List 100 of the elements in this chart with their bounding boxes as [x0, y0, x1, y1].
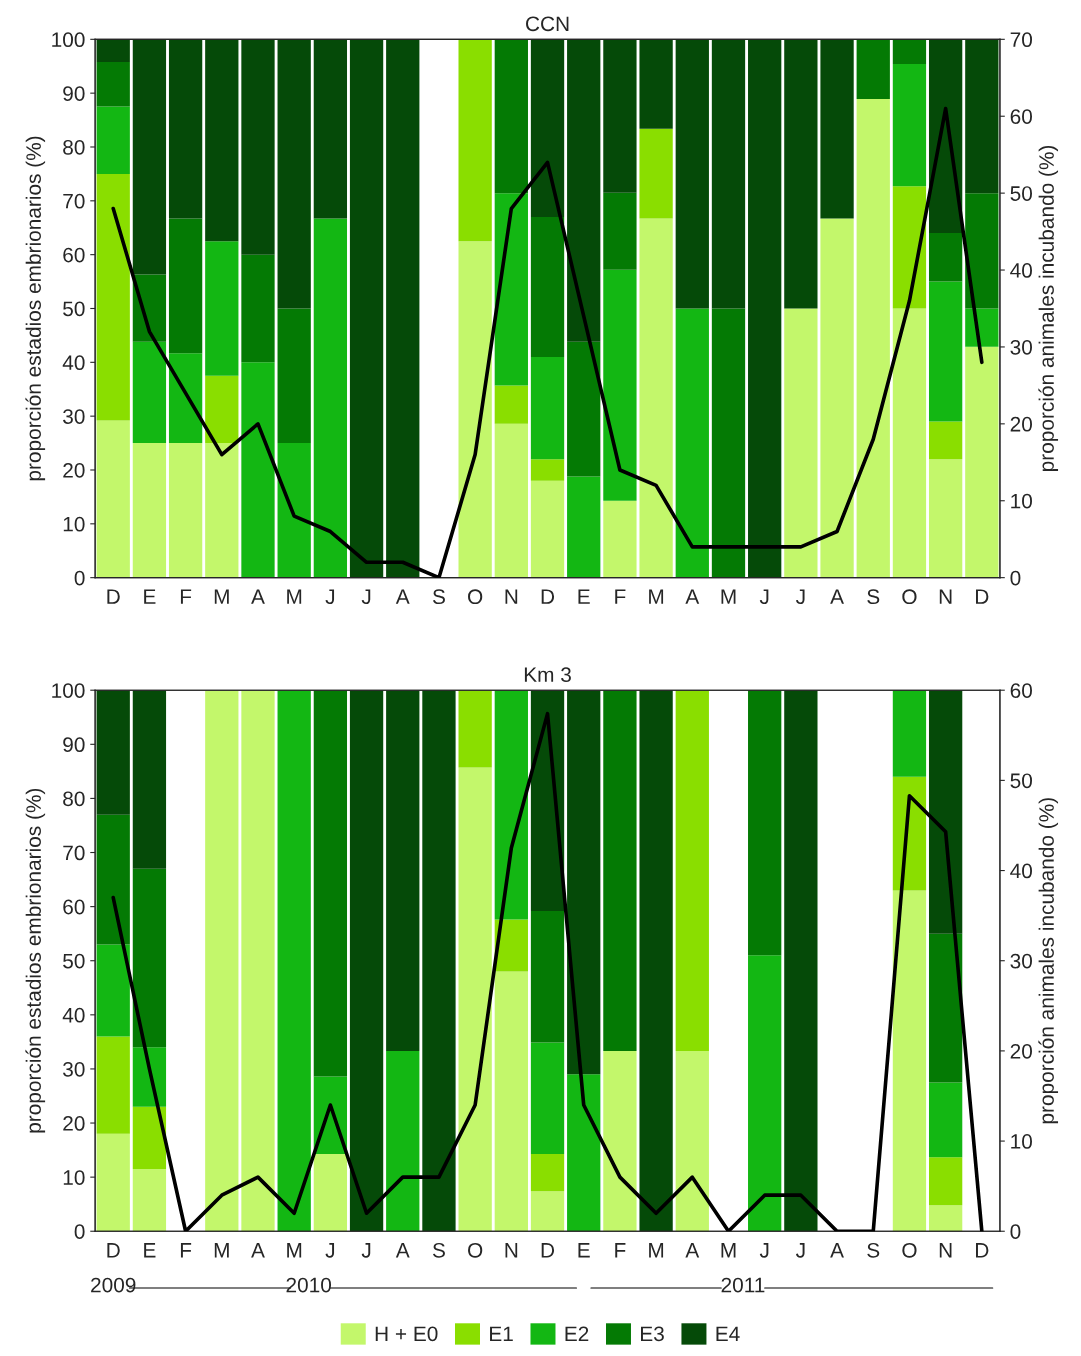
x-tick-label: M	[214, 589, 229, 604]
bar	[928, 1205, 963, 1232]
bar	[277, 308, 311, 444]
y2-tick-label: 40	[1010, 863, 1033, 879]
bar	[277, 690, 311, 1232]
bar	[603, 39, 637, 193]
x-tick-label: N	[505, 1243, 518, 1258]
bar	[603, 690, 637, 1052]
x-tick-label: J	[795, 1243, 805, 1258]
bar	[168, 353, 203, 444]
bar	[494, 971, 528, 1232]
bar	[928, 233, 963, 282]
x-tick-label: S	[867, 1242, 880, 1258]
bar	[928, 281, 963, 422]
bar	[567, 1074, 601, 1232]
y2-tick-label: 30	[1010, 339, 1033, 355]
bar	[313, 218, 348, 578]
x-tick-label: M	[721, 1243, 736, 1258]
y2-axis-title: proporción animales incubando (%)	[1038, 798, 1059, 1124]
bar	[530, 39, 565, 217]
bar	[928, 933, 963, 1083]
x-tick-label: J	[361, 1243, 371, 1258]
bar	[494, 919, 528, 972]
bar	[349, 690, 384, 1232]
y-tick-label: 10	[63, 1170, 85, 1185]
x-tick-label: F	[615, 589, 626, 604]
line-series	[111, 711, 984, 1232]
y2-tick-label: 40	[1010, 263, 1033, 278]
bar	[458, 39, 492, 242]
x-tick-label: D	[541, 589, 555, 604]
y-tick-label: 90	[63, 737, 85, 753]
bar	[241, 690, 275, 1232]
bar	[928, 1082, 963, 1158]
bar	[892, 186, 927, 309]
y2-tick-label: 10	[1011, 493, 1033, 509]
bar	[530, 356, 565, 460]
bar	[168, 39, 203, 219]
bar	[96, 106, 130, 174]
bar	[205, 241, 239, 376]
bar	[458, 241, 492, 578]
bar	[96, 420, 130, 578]
x-tick-label: A	[251, 1243, 265, 1258]
x-tick-label: F	[615, 1243, 626, 1258]
legend-label: E4	[716, 1326, 740, 1341]
bar	[313, 690, 348, 1077]
x-tick-label: N	[939, 1243, 952, 1258]
bar	[96, 39, 130, 62]
x-tick-label: A	[395, 1243, 410, 1258]
bar	[422, 690, 456, 1232]
bar	[241, 254, 275, 363]
x-tick-label: M	[649, 589, 664, 604]
bar	[205, 39, 239, 242]
bar	[530, 480, 565, 578]
x-tick-label: E	[144, 589, 156, 604]
y-tick-label: 40	[62, 1007, 85, 1023]
bar	[386, 690, 420, 1052]
y-tick-label: 70	[63, 193, 85, 209]
x-tick-label: J	[759, 1243, 769, 1258]
bar	[856, 39, 890, 100]
y-tick-label: 0	[74, 570, 85, 586]
chart-title: CCN	[526, 16, 569, 32]
y-tick-label: 30	[63, 1061, 85, 1077]
x-tick-label: E	[578, 589, 590, 604]
x-tick-label: J	[361, 589, 371, 605]
y-tick-label: 50	[63, 953, 85, 969]
x-tick-label: F	[180, 1243, 192, 1258]
bar	[711, 39, 746, 309]
bar	[241, 362, 275, 578]
bar	[603, 269, 637, 501]
bar	[567, 39, 601, 342]
bar	[784, 308, 818, 578]
bar	[205, 443, 239, 578]
y-tick-label: 80	[63, 791, 85, 807]
bar	[530, 910, 565, 1043]
bar	[96, 690, 130, 815]
y-tick-label: 80	[63, 139, 85, 155]
y-tick-label: 40	[62, 355, 85, 371]
x-tick-label: D	[976, 1243, 989, 1258]
x-tick-label: S	[432, 1242, 445, 1258]
x-tick-label: J	[325, 1243, 335, 1258]
y-tick-label: 50	[63, 301, 85, 317]
y-tick-label: 20	[63, 1116, 85, 1131]
x-tick-label: A	[395, 589, 410, 604]
bar	[928, 421, 963, 460]
x-tick-label: O	[902, 1242, 917, 1258]
x-tick-label: D	[107, 1243, 120, 1258]
bar	[386, 39, 420, 578]
text: 2011	[721, 1277, 765, 1293]
y2-tick-label: 20	[1010, 1043, 1033, 1059]
y-tick-label: 0	[74, 1224, 85, 1239]
y2-tick-label: 60	[1010, 683, 1033, 698]
bar	[784, 39, 818, 309]
x-tick-label: N	[505, 589, 518, 604]
x-tick-label: E	[578, 1243, 590, 1258]
bar	[494, 193, 528, 386]
bar	[96, 944, 130, 1037]
x-tick-label: O	[468, 1242, 483, 1258]
x-tick-label: M	[287, 1243, 302, 1258]
x-tick-label: J	[795, 589, 805, 605]
legend-label: E3	[641, 1326, 664, 1342]
